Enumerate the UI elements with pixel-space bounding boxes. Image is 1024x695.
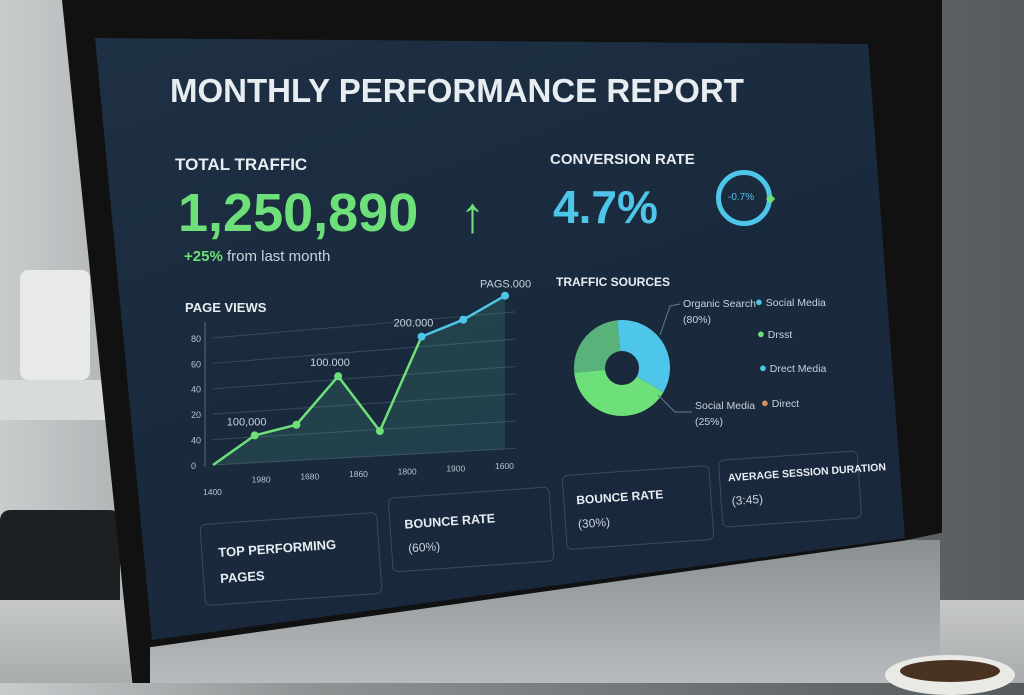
callout-social: Social Media (25%): [695, 398, 755, 430]
callout-organic: Organic Search (80%): [683, 296, 756, 328]
gridline: [212, 338, 516, 364]
data-point: [417, 332, 426, 341]
card-title-line: PAGES: [219, 567, 266, 586]
shelf: [0, 380, 110, 420]
conversion-label: CONVERSION RATE: [550, 151, 695, 168]
plant-pot: [20, 270, 90, 380]
total-traffic-label: TOTAL TRAFFIC: [175, 155, 308, 174]
card-title: BOUNCE RATE: [575, 487, 664, 508]
card-value: (3:45): [731, 491, 764, 509]
coffee-cup: [885, 655, 1015, 695]
legend-dot: ●: [759, 360, 767, 375]
x-tick-label: 1860: [349, 469, 368, 479]
gridline: [212, 365, 516, 390]
gridline: [212, 420, 516, 441]
legend-dot: ●: [755, 294, 763, 309]
callout-social-pct: (25%): [695, 416, 724, 428]
legend-label: Drect Media: [769, 363, 827, 375]
data-point: [459, 315, 468, 324]
legend-item: ● Drect Media: [759, 360, 826, 375]
x-tick-label: 1980: [252, 474, 271, 484]
y-tick-label: 80: [191, 334, 201, 344]
card-value: (30%): [577, 515, 611, 532]
x-tick-label: 1600: [495, 461, 514, 471]
area-fill: [213, 295, 505, 465]
legend-dot: ●: [761, 395, 769, 410]
conversion-ring-label: -0.7%: [728, 192, 755, 203]
legend-item: ● Direct: [761, 395, 799, 410]
legend-item: ● Drsst: [757, 326, 792, 341]
card-title-line: TOP PERFORMING: [217, 536, 337, 561]
traffic-change: +25% from last month: [184, 248, 330, 265]
gridline: [212, 393, 516, 415]
callout-organic-label: Organic Search: [683, 298, 756, 310]
y-tick-label: 60: [191, 359, 201, 369]
data-point: [250, 431, 259, 440]
arrow-up-icon: ↑: [460, 187, 485, 243]
card-bounce-rate-2[interactable]: BOUNCE RATE (30%): [561, 464, 715, 551]
x-tick-label: 1800: [398, 466, 417, 476]
data-annotation: 200.000: [394, 318, 434, 330]
donut-slice: [574, 369, 664, 417]
legend-label: Drsst: [767, 329, 793, 341]
callout-social-label: Social Media: [695, 400, 756, 412]
legend-dot: ●: [757, 326, 765, 341]
data-annotation: 100.000: [310, 357, 350, 369]
y-tick-label: 40: [191, 385, 201, 395]
chart-title: PAGE VIEWS: [185, 300, 267, 315]
traffic-change-suffix: from last month: [226, 248, 331, 265]
callout-line: [659, 303, 681, 336]
y-tick-label: 20: [191, 410, 201, 420]
donut-slice: [617, 320, 671, 393]
card-bounce-rate-1[interactable]: BOUNCE RATE (60%): [387, 486, 555, 573]
data-annotation: PAGS.000: [480, 279, 531, 291]
conversion-ring: [716, 170, 772, 226]
diamond-icon: ◆: [766, 191, 776, 205]
page-title: MONTHLY PERFORMANCE REPORT: [170, 72, 744, 109]
x-tick-label: 1400: [203, 487, 222, 497]
callout-organic-pct: (80%): [683, 314, 712, 326]
x-tick-label: 1900: [446, 464, 465, 474]
card-value: (60%): [407, 539, 441, 556]
traffic-change-value: +25%: [184, 248, 223, 265]
total-traffic-value: 1,250,890: [178, 183, 419, 243]
card-top-pages[interactable]: TOP PERFORMING PAGES: [199, 511, 383, 607]
card-title: BOUNCE RATE: [404, 511, 496, 532]
card-title: TOP PERFORMING PAGES: [218, 532, 339, 592]
donut-slice: [574, 320, 621, 373]
y-tick-label: 0: [191, 461, 196, 471]
traffic-sources-title: TRAFFIC SOURCES: [556, 275, 670, 289]
card-session-duration[interactable]: AVERAGE SESSION DURATION (3:45): [717, 450, 886, 528]
callout-line: [657, 394, 692, 413]
data-point: [292, 420, 301, 429]
series-line: [212, 336, 423, 467]
data-point: [501, 291, 509, 300]
data-point: [334, 372, 343, 381]
legend-label: Social Media: [765, 297, 826, 309]
legend-item: ● Social Media: [755, 294, 826, 309]
data-annotation: 100,000: [227, 416, 267, 428]
gridline: [212, 447, 516, 466]
data-point: [375, 427, 384, 436]
legend-label: Direct: [771, 398, 800, 410]
x-tick-label: 1680: [300, 472, 319, 482]
conversion-value: 4.7%: [553, 181, 658, 233]
y-tick-label: 40: [191, 436, 201, 446]
